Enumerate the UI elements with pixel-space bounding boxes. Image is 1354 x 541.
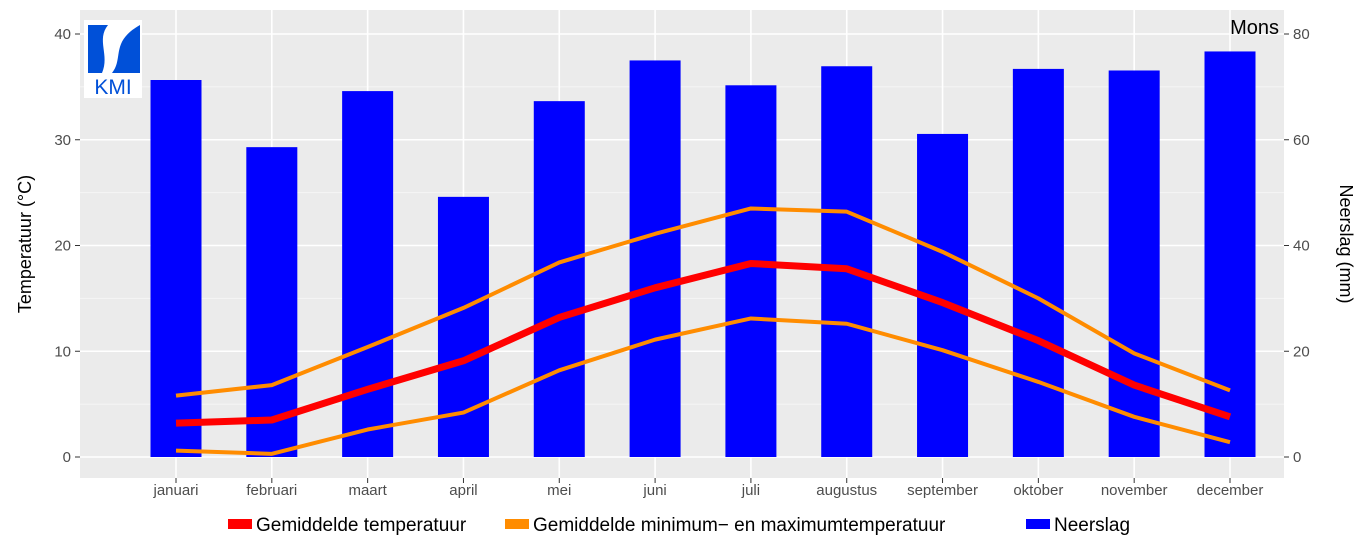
right-tick-label: 80 xyxy=(1293,26,1310,43)
legend-label-minmax-temperature: Gemiddelde minimum− en maximumtemperatuu… xyxy=(533,515,946,536)
kmi-logo: KMI xyxy=(84,20,142,99)
bar-maart xyxy=(342,91,394,457)
legend-label-precipitation: Neerslag xyxy=(1054,515,1130,536)
legend-swatch-precipitation xyxy=(1026,519,1050,529)
bar-december xyxy=(1204,51,1256,457)
bar-augustus xyxy=(821,66,873,457)
x-tick-label-maart: maart xyxy=(348,482,387,499)
x-tick-label-september: september xyxy=(907,482,978,499)
left-tick-label: 40 xyxy=(54,26,71,43)
legend-swatch-minmax-temperature xyxy=(505,519,529,529)
left-tick-label: 0 xyxy=(63,449,71,466)
precipitation-bars xyxy=(150,51,1256,458)
left-tick-label: 30 xyxy=(54,132,71,149)
right-tick-label: 60 xyxy=(1293,132,1310,149)
x-tick-label-augustus: augustus xyxy=(816,482,877,499)
left-tick-label: 10 xyxy=(54,343,71,360)
right-tick-label: 0 xyxy=(1293,449,1301,466)
legend-swatch-mean-temperature xyxy=(228,519,252,529)
x-tick-label-oktober: oktober xyxy=(1013,482,1063,499)
x-tick-label-april: april xyxy=(449,482,477,499)
y-right-axis-title: Neerslag (mm) xyxy=(1336,184,1354,303)
bar-november xyxy=(1108,70,1160,457)
x-tick-label-december: december xyxy=(1197,482,1264,499)
bar-januari xyxy=(150,80,202,457)
line-min-temperature xyxy=(175,316,1231,456)
station-name: Mons xyxy=(1230,17,1279,39)
right-tick-label: 20 xyxy=(1293,343,1310,360)
bar-oktober xyxy=(1012,68,1064,458)
x-tick-label-juni: juni xyxy=(642,482,666,499)
x-axis: januari februari maart april mei juni juli augu… xyxy=(152,478,1263,499)
x-tick-label-februari: februari xyxy=(246,482,297,499)
bar-april xyxy=(437,196,489,458)
legend: Gemiddelde temperatuur Gemiddelde minimu… xyxy=(228,515,1130,536)
bar-mei xyxy=(533,101,585,458)
left-axis: 0 10 20 30 40 xyxy=(54,26,80,466)
temperature-lines xyxy=(175,206,1232,456)
x-tick-label-juli: juli xyxy=(741,482,760,499)
logo-wave-right xyxy=(112,25,140,73)
legend-label-mean-temperature: Gemiddelde temperatuur xyxy=(256,515,467,536)
right-axis: 0 20 40 60 80 xyxy=(1284,26,1310,466)
x-tick-label-november: november xyxy=(1101,482,1168,499)
line-max-temperature xyxy=(175,206,1231,398)
right-tick-label: 40 xyxy=(1293,238,1310,255)
left-tick-label: 20 xyxy=(54,238,71,255)
y-left-axis-title: Temperatuur (°C) xyxy=(15,175,35,313)
bar-juni xyxy=(629,60,681,457)
line-mean-temperature xyxy=(175,259,1232,427)
logo-text: KMI xyxy=(94,76,131,99)
x-tick-label-mei: mei xyxy=(547,482,571,499)
logo-wave-left xyxy=(88,25,108,73)
x-tick-label-januari: januari xyxy=(152,482,198,499)
bar-februari xyxy=(246,147,298,457)
